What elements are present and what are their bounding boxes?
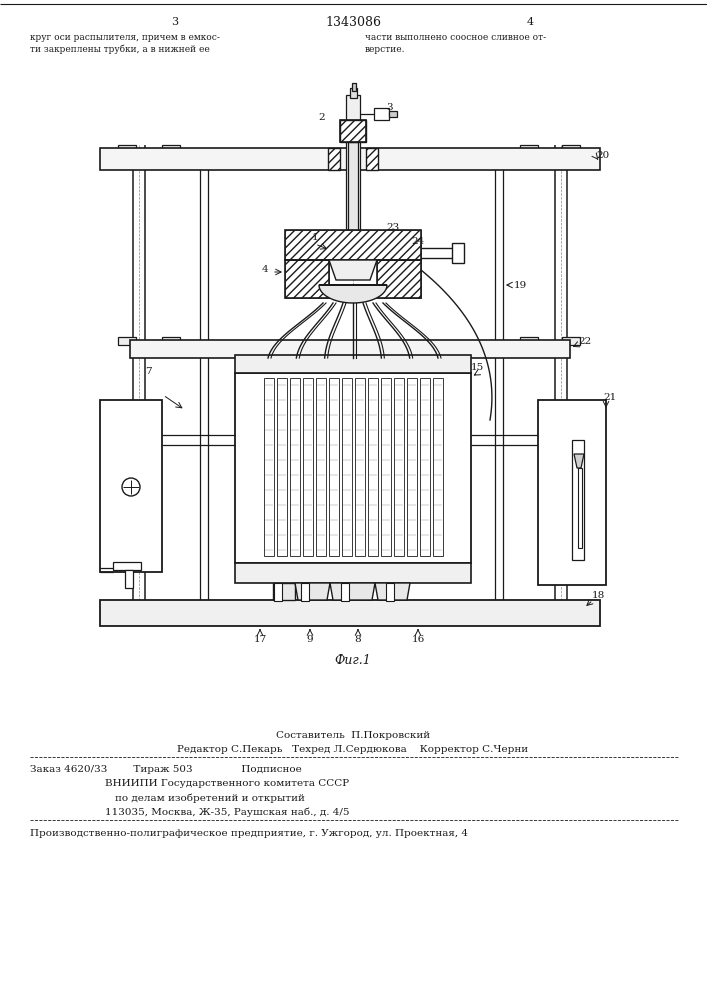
Text: ВНИИПИ Государственного комитета СССР: ВНИИПИ Государственного комитета СССР	[105, 780, 349, 788]
Polygon shape	[574, 454, 584, 468]
Text: 19: 19	[513, 280, 527, 290]
Circle shape	[122, 478, 140, 496]
Text: 4: 4	[527, 17, 534, 27]
Text: 20: 20	[597, 150, 609, 159]
Text: 2: 2	[319, 113, 325, 122]
Bar	[520, 145, 538, 153]
Polygon shape	[366, 148, 378, 170]
Text: 8: 8	[355, 636, 361, 645]
Bar	[346, 95, 360, 230]
Bar	[100, 400, 162, 572]
Text: 24: 24	[411, 237, 425, 246]
Bar	[235, 373, 471, 563]
Bar	[118, 337, 136, 345]
Bar	[285, 260, 329, 298]
Bar	[377, 260, 421, 298]
Bar	[303, 378, 312, 556]
Bar	[340, 120, 366, 142]
Bar	[562, 145, 580, 153]
Bar	[113, 562, 141, 570]
Bar	[285, 260, 329, 298]
Bar	[100, 148, 600, 170]
Text: ти закреплены трубки, а в нижней ее: ти закреплены трубки, а в нижней ее	[30, 44, 210, 54]
Bar	[348, 142, 358, 232]
Text: 7: 7	[145, 367, 151, 376]
Bar	[162, 337, 180, 345]
Text: верстие.: верстие.	[365, 44, 406, 53]
Text: 3: 3	[171, 17, 179, 27]
Text: 21: 21	[603, 393, 617, 402]
Text: 17: 17	[253, 636, 267, 645]
Bar	[452, 243, 464, 263]
Bar	[389, 111, 397, 117]
Text: по делам изобретений и открытий: по делам изобретений и открытий	[115, 793, 305, 803]
Text: 16: 16	[411, 636, 425, 645]
Text: 4: 4	[262, 265, 269, 274]
Bar	[407, 378, 416, 556]
Bar	[289, 378, 300, 556]
Bar	[301, 583, 309, 601]
Polygon shape	[329, 260, 377, 280]
Bar	[578, 468, 582, 548]
Text: 22: 22	[578, 338, 592, 347]
Bar	[264, 378, 274, 556]
Bar	[118, 145, 136, 153]
Bar	[276, 378, 286, 556]
Bar	[341, 378, 351, 556]
Polygon shape	[328, 148, 340, 170]
Bar	[538, 400, 606, 585]
Bar	[380, 378, 390, 556]
Bar	[433, 378, 443, 556]
Text: 3: 3	[387, 104, 393, 112]
Text: Редактор С.Пекарь   Техред Л.Сердюкова    Корректор С.Черни: Редактор С.Пекарь Техред Л.Сердюкова Кор…	[177, 746, 529, 754]
Polygon shape	[273, 583, 295, 600]
Bar	[340, 120, 366, 142]
Text: 1343086: 1343086	[325, 15, 381, 28]
Text: Составитель  П.Покровский: Составитель П.Покровский	[276, 730, 430, 740]
Bar	[235, 355, 471, 373]
Bar	[366, 148, 378, 170]
Bar	[352, 83, 356, 91]
Bar	[394, 378, 404, 556]
Bar	[329, 378, 339, 556]
Bar	[285, 230, 421, 260]
Bar	[274, 583, 282, 601]
Text: 113035, Москва, Ж-35, Раушская наб., д. 4/5: 113035, Москва, Ж-35, Раушская наб., д. …	[105, 807, 349, 817]
Text: Производственно-полиграфическое предприятие, г. Ужгород, ул. Проектная, 4: Производственно-полиграфическое предприя…	[30, 828, 468, 838]
Text: Фиг.1: Фиг.1	[334, 654, 371, 666]
Bar	[350, 88, 357, 98]
Bar	[562, 337, 580, 345]
Bar	[374, 108, 389, 120]
Bar	[235, 563, 471, 583]
Text: 18: 18	[591, 590, 604, 599]
Text: части выполнено соосное сливное от-: части выполнено соосное сливное от-	[365, 32, 546, 41]
Bar	[368, 378, 378, 556]
Bar	[315, 378, 325, 556]
Text: 1: 1	[312, 233, 318, 242]
Bar	[162, 145, 180, 153]
Bar	[130, 340, 570, 358]
Text: 23: 23	[386, 224, 399, 232]
Text: 15: 15	[470, 363, 484, 372]
Bar	[100, 600, 600, 626]
Polygon shape	[295, 583, 330, 600]
Bar	[354, 378, 365, 556]
Polygon shape	[375, 583, 410, 600]
Polygon shape	[319, 285, 387, 303]
Bar	[328, 148, 340, 170]
Text: круг оси распылителя, причем в емкос-: круг оси распылителя, причем в емкос-	[30, 32, 220, 41]
Bar	[125, 570, 133, 588]
Bar	[419, 378, 429, 556]
Text: Заказ 4620/33        Тираж 503               Подписное: Заказ 4620/33 Тираж 503 Подписное	[30, 766, 302, 774]
Bar	[520, 337, 538, 345]
Polygon shape	[330, 583, 375, 600]
Bar	[377, 260, 421, 298]
Bar	[341, 583, 349, 601]
Text: 9: 9	[307, 636, 313, 645]
Bar	[285, 230, 421, 260]
Bar	[572, 440, 584, 560]
Bar	[386, 583, 394, 601]
